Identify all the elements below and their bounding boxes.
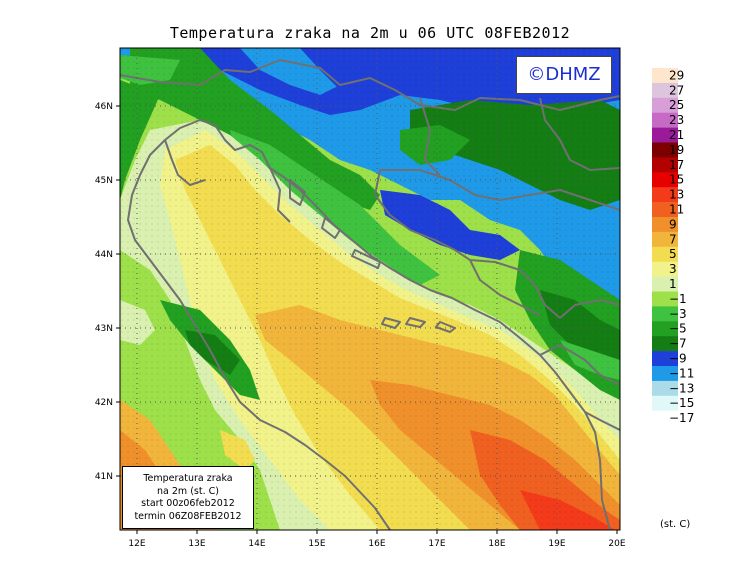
legend-swatch <box>652 142 678 158</box>
legend-swatch <box>652 351 678 367</box>
legend-label: 25 <box>669 98 684 112</box>
legend-unit: (st. C) <box>660 519 691 530</box>
legend-swatch <box>652 395 678 411</box>
temperature-field <box>120 48 620 530</box>
legend-swatch <box>652 380 678 397</box>
legend-swatch <box>652 127 678 143</box>
legend-swatch <box>652 68 678 84</box>
legend-label: 19 <box>669 143 684 157</box>
y-tick-label: 41N <box>95 472 113 482</box>
legend-label: 23 <box>669 113 684 127</box>
x-tick-label: 20E <box>608 539 625 549</box>
info-line-start: start 00z06feb2012 <box>141 498 235 509</box>
y-axis-labels: 46N 45N 44N 43N 42N 41N <box>95 102 113 482</box>
map-frame <box>119 47 621 531</box>
dhmz-credit: ©DHMZ <box>516 56 612 94</box>
legend-label: −17 <box>669 411 694 425</box>
y-tick-label: 46N <box>95 102 113 112</box>
y-tick-label: 42N <box>95 398 113 408</box>
legend-swatch <box>652 172 678 188</box>
x-tick-label: 12E <box>128 539 145 549</box>
legend-swatch <box>652 336 678 352</box>
legend-swatch <box>652 366 678 382</box>
info-line-termin: termin 06Z08FEB2012 <box>134 510 242 522</box>
legend-label: 15 <box>669 173 684 187</box>
x-tick-label: 19E <box>548 539 565 549</box>
legend-swatch <box>652 187 678 203</box>
legend-swatch <box>652 217 678 233</box>
legend-swatch <box>652 112 678 128</box>
x-tick-label: 17E <box>428 539 445 549</box>
x-tick-label: 13E <box>188 539 205 549</box>
legend-label: 17 <box>669 158 684 172</box>
x-tick-label: 18E <box>488 539 505 549</box>
legend-label: −11 <box>669 366 694 380</box>
legend-label: 9 <box>669 217 677 231</box>
legend-swatch <box>652 231 678 248</box>
legend-label: −7 <box>669 337 687 351</box>
y-tick-label: 43N <box>95 324 113 334</box>
legend-label: 1 <box>669 277 677 291</box>
x-tick-label: 14E <box>248 539 265 549</box>
legend-label: −15 <box>669 396 694 410</box>
legend-label: 27 <box>669 83 684 97</box>
legend-label: 5 <box>669 247 677 261</box>
legend-swatch <box>652 82 678 99</box>
legend-label: 3 <box>669 262 677 276</box>
legend-labels: 2927252321191715131197531−1−3−5−7−9−11−1… <box>669 68 694 425</box>
legend-label: −13 <box>669 381 694 395</box>
legend-swatch <box>652 246 678 262</box>
x-tick-label: 15E <box>308 539 325 549</box>
legend-label: 11 <box>669 203 684 217</box>
legend-colorbar <box>652 68 678 426</box>
y-tick-label: 45N <box>95 176 113 186</box>
info-box: Temperatura zraka na 2m (st. C) start 00… <box>122 466 254 529</box>
legend-swatch <box>652 97 678 113</box>
legend-label: 7 <box>669 232 677 246</box>
legend-swatch <box>652 261 678 277</box>
legend-swatch <box>652 276 678 292</box>
info-line-variable: Temperatura zraka <box>143 473 233 484</box>
map-title: Temperatura zraka na 2m u 06 UTC 08FEB20… <box>169 24 571 42</box>
graticule <box>120 48 620 530</box>
legend-swatch <box>652 321 678 337</box>
legend-swatch <box>652 157 678 173</box>
y-tick-label: 44N <box>95 250 113 260</box>
x-tick-label: 16E <box>368 539 385 549</box>
legend-label: 21 <box>669 128 684 142</box>
info-line-level: na 2m (st. C) <box>157 485 219 497</box>
legend-label: −1 <box>669 292 687 306</box>
legend-label: 13 <box>669 188 684 202</box>
legend-label: −3 <box>669 307 687 321</box>
legend-label: −5 <box>669 322 687 336</box>
legend-swatch <box>652 306 678 322</box>
x-axis-labels: 12E 13E 14E 15E 16E 17E 18E 19E 20E <box>128 539 625 549</box>
tick-marks <box>116 105 618 534</box>
legend-swatch <box>652 202 678 218</box>
legend-label: 29 <box>669 68 684 82</box>
legend-swatch <box>652 291 678 307</box>
legend-swatch <box>652 410 678 426</box>
legend-label: −9 <box>669 352 687 366</box>
coastlines <box>120 59 620 530</box>
